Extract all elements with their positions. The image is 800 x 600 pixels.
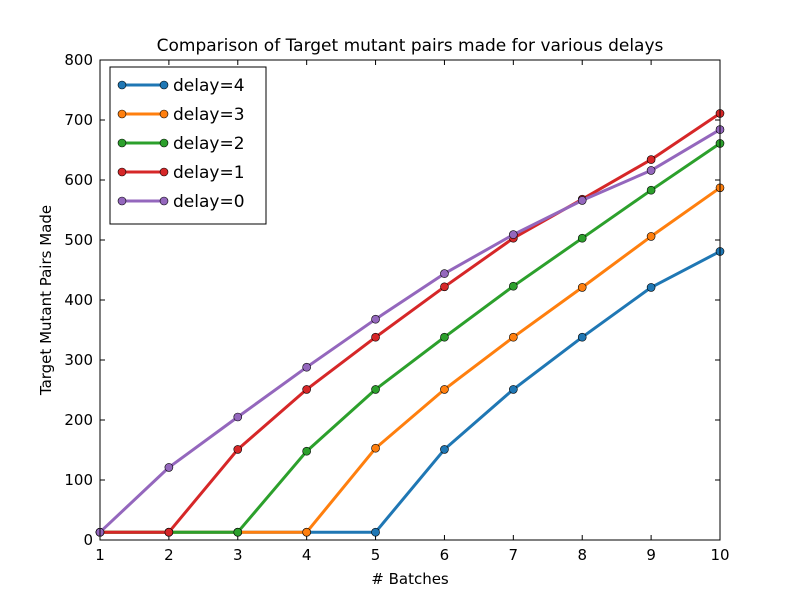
data-point [302,385,311,394]
y-axis-label: Target Mutant Pairs Made [37,205,55,396]
data-point [371,332,380,342]
legend-item: delay=0 [117,192,245,212]
series-lines [95,109,725,537]
data-point [509,385,518,394]
legend-box [109,66,267,225]
data-point [646,155,656,164]
data-point [302,527,311,537]
data-point [440,385,449,394]
series-line [100,112,721,534]
data-point [577,196,587,205]
x-tick-label: 2 [164,546,174,564]
series-line [100,142,721,534]
y-tick-label: 800 [64,51,93,69]
series-delay-0 [95,125,725,537]
data-point [440,445,449,454]
data-point [509,281,518,291]
data-point [440,269,449,278]
legend-label: delay=0 [173,192,245,212]
legend-marker [117,80,127,90]
legend-marker [159,80,169,90]
legend-marker [159,196,169,206]
legend-marker [159,167,169,177]
y-tick-label: 0 [83,531,93,549]
x-tick-label: 7 [509,546,519,564]
legend: delay=4 delay=3 delay=2 delay=1 delay=0 [109,66,267,225]
data-point [371,314,380,324]
data-point [164,527,174,537]
x-tick-label: 8 [577,546,587,564]
data-point [302,446,311,456]
data-point [646,185,656,195]
legend-item: delay=1 [117,163,245,183]
data-point [646,283,656,292]
data-point [440,282,449,292]
x-tick-label: 6 [440,546,450,564]
data-point [371,527,380,537]
y-tick-label: 200 [64,411,93,429]
data-point [509,332,518,342]
y-tick-label: 500 [64,231,93,249]
data-point [646,166,656,175]
x-axis-label: # Batches [371,570,449,588]
legend-marker [117,138,127,148]
y-tick-label: 600 [64,171,93,189]
data-point [233,527,243,537]
x-tick-label: 3 [233,546,243,564]
data-point [509,230,518,239]
data-point [233,445,243,454]
data-point [302,362,311,372]
data-point [371,385,380,394]
x-tick-label: 5 [371,546,381,564]
x-tick-label: 4 [302,546,312,564]
legend-item: delay=2 [117,134,245,154]
x-tick-label: 1 [95,546,105,564]
legend-marker [117,196,127,206]
chart-title: Comparison of Target mutant pairs made f… [157,36,664,56]
legend-label: delay=1 [173,163,245,183]
legend-label: delay=2 [173,134,245,154]
y-tick-label: 300 [64,351,93,369]
legend-marker [117,109,127,119]
data-point [233,412,243,422]
data-point [577,283,587,292]
y-tick-label: 700 [64,111,93,129]
data-point [440,332,449,342]
data-point [577,233,587,243]
legend-item: delay=3 [117,105,245,125]
legend-item: delay=4 [117,76,245,96]
legend-label: delay=3 [173,105,245,125]
legend-label: delay=4 [173,76,245,96]
series-line [98,128,721,534]
legend-marker [117,167,127,177]
x-tick-label: 9 [646,546,656,564]
data-point [371,443,380,453]
y-tick-label: 400 [64,291,93,309]
legend-marker [159,109,169,119]
x-tick-label: 10 [710,546,729,564]
data-point [646,232,656,241]
data-point [164,463,174,472]
plot-frame [99,59,721,541]
legend-marker [159,138,169,148]
y-tick-label: 100 [64,471,93,489]
data-point [577,332,587,342]
